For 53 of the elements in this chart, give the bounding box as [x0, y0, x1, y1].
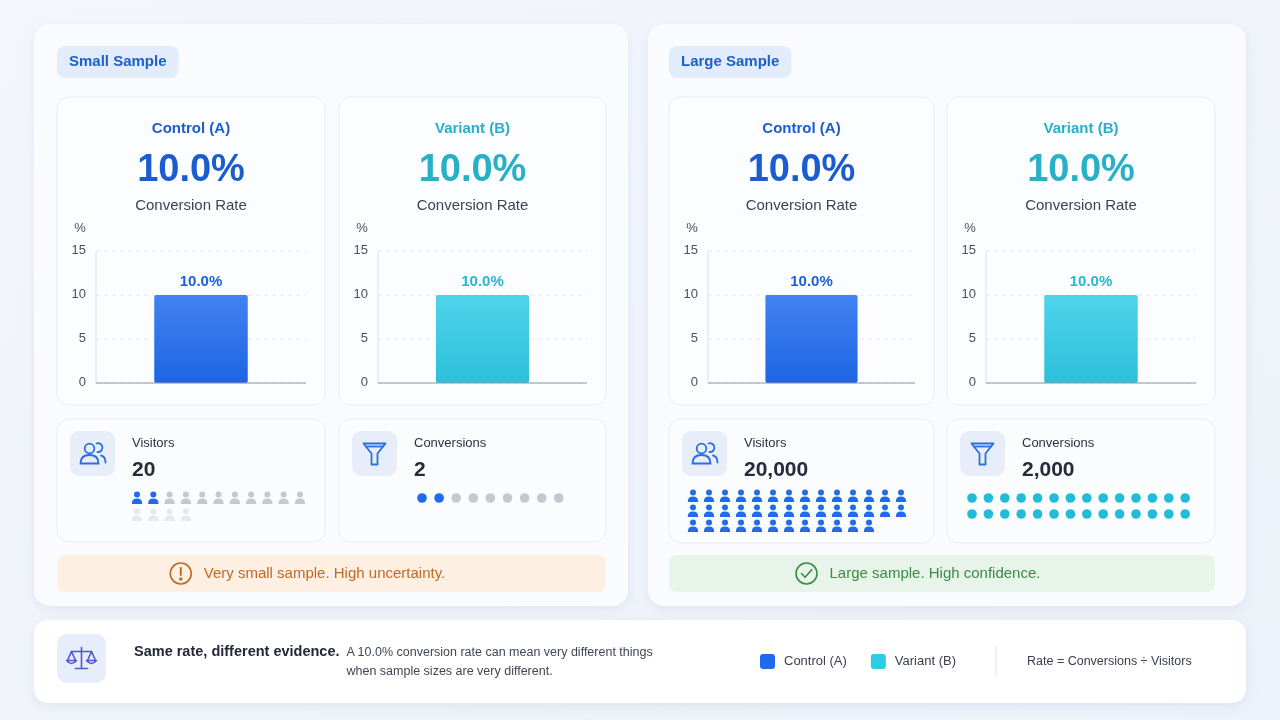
chart-subtitle: Conversion Rate: [135, 196, 247, 213]
legend-label: Variant (B): [894, 653, 957, 669]
y-tick-label: 0: [690, 374, 698, 390]
y-tick-label: 10: [353, 286, 368, 302]
y-tick-label: 15: [961, 242, 976, 258]
chart-title: Variant (B): [434, 119, 511, 136]
text: 10.0%: [418, 147, 527, 189]
text: 10.0%: [1027, 147, 1135, 189]
text: Same rate, different evidence.: [134, 643, 340, 659]
y-tick-label: 0: [968, 374, 976, 390]
data-label: 10.0%: [179, 272, 223, 289]
text: Large sample. High confidence.: [829, 563, 1041, 581]
data-label: 10.0%: [461, 272, 504, 289]
y-tick-label: 5: [968, 330, 976, 346]
y-axis-title: %: [356, 220, 369, 235]
chart-subtitle: Conversion Rate: [745, 196, 858, 213]
text: 2: [414, 457, 426, 480]
data-label: 10.0%: [790, 272, 833, 289]
text: Very small sample. High uncertainty.: [203, 563, 446, 581]
y-tick-label: 15: [71, 242, 86, 258]
y-tick-label: 5: [78, 330, 86, 346]
text: Large Sample: [681, 51, 780, 69]
chart-title: Variant (B): [1043, 119, 1119, 136]
y-axis-title: %: [964, 220, 977, 235]
y-tick-label: 15: [683, 242, 698, 258]
text: Visitors: [744, 435, 787, 450]
chart-title: Control (A): [151, 119, 231, 136]
chart-subtitle: Conversion Rate: [1025, 196, 1137, 213]
text: Visitors: [132, 435, 175, 450]
data-label: 10.0%: [1069, 272, 1113, 289]
text: 20: [132, 457, 156, 480]
y-tick-label: 10: [683, 286, 698, 302]
y-tick-label: 0: [78, 374, 86, 390]
y-tick-label: 5: [360, 330, 368, 346]
legend-label: Control (A): [784, 653, 847, 669]
text: Small Sample: [69, 51, 167, 69]
y-tick-label: 5: [690, 330, 698, 346]
text: 2,000: [1022, 457, 1075, 480]
text: A 10.0% conversion rate can mean very different things when sample sizes are very different.: [345, 645, 653, 678]
y-tick-label: 15: [353, 242, 368, 258]
y-axis-title: %: [686, 220, 699, 235]
y-axis-title: %: [74, 220, 87, 235]
chart-subtitle: Conversion Rate: [416, 196, 529, 213]
text: 10.0%: [137, 147, 245, 189]
text: Conversions: [414, 435, 487, 450]
y-tick-label: 10: [71, 286, 86, 302]
y-tick-label: 10: [961, 286, 976, 302]
chart-title: Control (A): [762, 119, 841, 136]
y-tick-label: 0: [360, 374, 368, 390]
text: 10.0%: [747, 147, 856, 189]
text: 20,000: [744, 457, 809, 480]
text: Rate = Conversions ÷ Visitors: [1027, 654, 1192, 669]
text: Conversions: [1022, 435, 1095, 450]
